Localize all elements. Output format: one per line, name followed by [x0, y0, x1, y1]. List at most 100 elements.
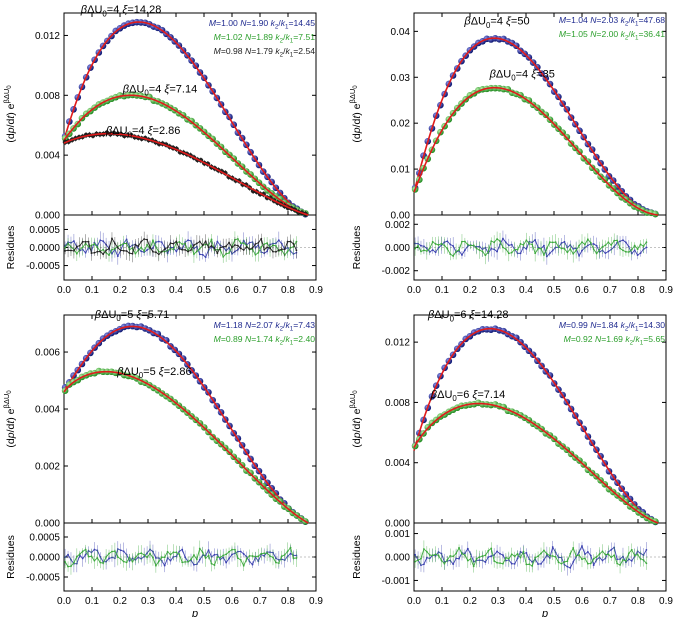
y-tick-label: 0.000 — [35, 519, 60, 530]
series-blue — [61, 322, 309, 525]
fit-parameters: M=1.02 N=1.89 k2/k1=7.51 — [214, 32, 316, 45]
x-tick-label: 0.5 — [547, 596, 561, 607]
x-tick-label: 0.8 — [281, 596, 295, 607]
x-tick-label: 0.3 — [491, 285, 505, 296]
fit-curve — [63, 21, 309, 216]
y-tick-label: 0.01 — [391, 165, 411, 176]
x-tick-label: 0.7 — [603, 596, 617, 607]
x-tick-label: 0.5 — [197, 596, 211, 607]
y-axis-label: (dp/dt) eβΔU0 — [2, 85, 17, 143]
fit-curve — [63, 325, 309, 524]
x-tick-label: 0.6 — [575, 285, 589, 296]
residual-series-black — [64, 231, 298, 263]
x-tick-label: 0.7 — [253, 285, 267, 296]
residual-line — [414, 238, 647, 257]
series-green — [61, 91, 309, 217]
residual-tick-label: 0.002 — [385, 220, 410, 231]
fit-curve — [413, 327, 659, 524]
x-tick-label: 0.7 — [603, 285, 617, 296]
residual-line — [414, 544, 647, 569]
y-tick-label: 0.004 — [35, 151, 60, 162]
residual-series-green — [64, 540, 298, 575]
x-tick-label: 0.8 — [631, 285, 645, 296]
fit-parameters: M=0.99 N=1.84 k2/k1=14.30 — [559, 320, 665, 333]
series-annotation: βΔU0=6 ξ=14.28 — [427, 309, 509, 323]
x-tick-label: 0.2 — [463, 285, 477, 296]
fit-parameters: M=0.92 N=1.69 k2/k1=5.65 — [564, 334, 666, 347]
series-blue — [61, 18, 309, 218]
fit-parameters: M=1.18 N=2.07 k2/k1=7.43 — [214, 320, 316, 333]
residual-series-blue — [64, 540, 298, 573]
x-tick-label: 0.5 — [197, 285, 211, 296]
x-tick-label: 0.4 — [519, 285, 533, 296]
residual-series-green — [414, 231, 648, 265]
x-tick-label: 0.6 — [225, 596, 239, 607]
series-blue — [411, 34, 659, 218]
residual-line — [64, 546, 297, 568]
series-green — [411, 399, 659, 525]
residual-tick-label: 0.0000 — [29, 243, 60, 254]
x-tick-label: 0.4 — [169, 596, 183, 607]
residual-tick-label: -0.001 — [382, 576, 411, 587]
residual-axis-label: Residues — [351, 226, 363, 270]
x-tick-label: 0.8 — [631, 596, 645, 607]
residual-tick-label: 0.000 — [385, 553, 410, 564]
x-tick-label: 0.6 — [225, 285, 239, 296]
x-tick-label: 0.1 — [85, 285, 99, 296]
x-tick-label: 0.1 — [435, 596, 449, 607]
residual-axis-label: Residues — [5, 226, 17, 270]
x-tick-label: 0.1 — [435, 285, 449, 296]
main-plot-frame — [413, 314, 667, 524]
x-tick-label: 0.3 — [141, 596, 155, 607]
y-tick-label: 0.00 — [391, 211, 411, 222]
x-tick-label: 0.2 — [113, 596, 127, 607]
series-green — [411, 84, 659, 218]
series-annotation: βΔU0=6 ξ=7.14 — [430, 389, 505, 403]
residual-line — [414, 546, 647, 568]
y-tick-label: 0.008 — [385, 398, 410, 409]
x-tick-label: 0.9 — [659, 596, 673, 607]
residual-line — [65, 237, 297, 255]
fit-curve — [63, 132, 309, 216]
x-tick-label: 0.0 — [407, 596, 421, 607]
chart-panel-2: 0.00 0.01 0.02 0.03 0.04 (dp/dt) eβΔU0 0.002 0.… — [348, 12, 673, 296]
y-tick-label: 0.004 — [35, 405, 60, 416]
residual-line — [64, 238, 297, 258]
x-tick-label: 0.2 — [113, 285, 127, 296]
y-tick-label: 0.008 — [35, 91, 60, 102]
residual-line — [415, 237, 647, 258]
fit-parameters: M=1.05 N=2.00 k2/k1=36.41 — [559, 29, 665, 42]
y-axis-label: (dp/dt) eβΔU0 — [2, 390, 17, 448]
fit-curve — [413, 37, 659, 216]
x-tick-label: 0.0 — [57, 596, 71, 607]
y-tick-label: 0.000 — [35, 211, 60, 222]
residual-tick-label: 0.0005 — [29, 225, 60, 236]
x-tick-label: 0.9 — [309, 285, 323, 296]
series-annotation: βΔU0=4 ξ=50 — [463, 15, 529, 29]
data-point — [162, 337, 170, 344]
fit-curve — [413, 86, 659, 216]
y-tick-label: 0.000 — [385, 519, 410, 530]
residual-series-green — [414, 540, 648, 574]
y-axis-label: (dp/dt) eβΔU0 — [348, 85, 363, 143]
x-tick-label: 0.6 — [575, 596, 589, 607]
series-annotation: βΔU0=4 ξ=35 — [489, 68, 555, 82]
chart-panel-1: 0.000 0.004 0.008 0.012 (dp/dt) eβΔU0 0.0005 0… — [2, 4, 323, 296]
y-axis-label: (dp/dt) eβΔU0 — [348, 390, 363, 448]
x-tick-label: 0.4 — [519, 596, 533, 607]
residual-line — [64, 238, 297, 258]
y-tick-label: 0.004 — [385, 458, 410, 469]
residual-tick-label: 0.000 — [385, 243, 410, 254]
x-tick-label: 0.9 — [659, 285, 673, 296]
series-annotation: βΔU0=5 ξ=5.71 — [94, 309, 169, 323]
residual-axis-label: Residues — [351, 535, 363, 579]
x-tick-label: 0.4 — [169, 285, 183, 296]
residual-tick-label: 0.001 — [385, 529, 410, 540]
series-annotation: βΔU0=4 ξ=2.86 — [105, 125, 180, 139]
y-tick-label: 0.02 — [391, 119, 411, 130]
y-tick-label: 0.002 — [35, 462, 60, 473]
y-tick-label: 0.012 — [35, 31, 60, 42]
x-tick-label: 0.0 — [57, 285, 71, 296]
x-tick-label: 0.5 — [547, 285, 561, 296]
x-tick-label: 0.9 — [309, 596, 323, 607]
